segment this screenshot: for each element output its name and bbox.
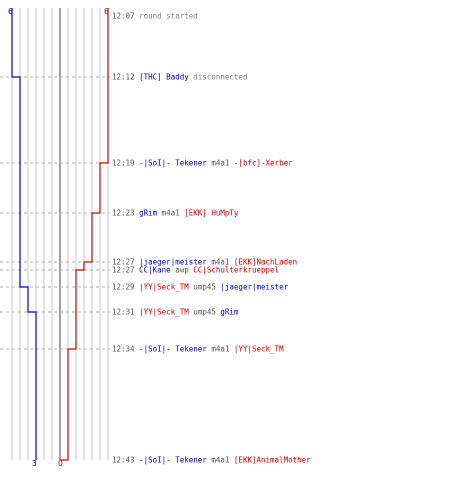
event-label: 12:29 |YY|Seck_TM ump45 |jaeger|meister (112, 283, 289, 292)
event-time: 12:19 (112, 159, 135, 168)
event-text-part: disconnected (189, 73, 248, 82)
event-text-part: [EKK] HuMpTy (184, 209, 239, 218)
red-end-count: 0 (58, 459, 63, 468)
event-time: 12:27 (112, 266, 135, 275)
event-label: 12:23 gRim m4a1 [EKK] HuMpTy (112, 209, 239, 218)
team-count-lines (11, 8, 109, 461)
event-time: 12:27 (112, 258, 135, 267)
event-text-part: CC|Kane (135, 266, 172, 275)
event-label: 12:43 -|SoI|- Tekener m4a1 [EKK]AnimalMo… (112, 456, 311, 465)
blue-end-count: 3 (32, 459, 37, 468)
event-time: 12:29 (112, 283, 135, 292)
event-text-part: |jaeger|meister (220, 283, 288, 292)
event-text-part: |YY|Seck_TM (135, 308, 190, 317)
event-text-part: m4a1 (157, 209, 184, 218)
event-label: 12:07 round started (112, 12, 198, 21)
event-text-part: [THC] Baddy (135, 73, 190, 82)
red-start-count: 6 (104, 7, 109, 16)
event-label: 12:31 |YY|Seck_TM ump45 gRim (112, 308, 239, 317)
event-labels: 12:07 round started 12:12 [THC] Baddy dis… (112, 12, 311, 465)
event-text-part: m4a1 (207, 456, 234, 465)
event-text-part: ump45 (189, 308, 221, 317)
event-text-part: |jaeger|meister (135, 258, 208, 267)
event-text-part: round started (135, 12, 198, 21)
event-text-part: -[bfc]-Xerber (234, 159, 293, 168)
event-time: 12:07 (112, 12, 135, 21)
blue-team-alive-line (11, 8, 37, 460)
event-time: 12:34 (112, 345, 135, 354)
event-text-part: m4a1 (207, 159, 234, 168)
event-text-part: -|SoI|- Tekener (135, 456, 208, 465)
red-team-alive-line (60, 8, 109, 461)
event-text-part: -|SoI|- Tekener (135, 159, 208, 168)
event-text-part: gRim (220, 308, 239, 317)
event-text-part: awp (171, 266, 194, 275)
event-time: 12:12 (112, 73, 135, 82)
event-text-part: m4a1 (207, 345, 234, 354)
event-text-part: gRim (135, 209, 158, 218)
event-time: 12:23 (112, 209, 135, 218)
blue-start-count: 6 (8, 7, 13, 16)
event-label: 12:27 CC|Kane awp CC|Schulterkrueppel (112, 266, 279, 275)
timeline-grid (11, 8, 109, 460)
event-text-part: |YY|Seck_TM (234, 345, 284, 354)
event-text-part: [EKK]NachLaden (234, 258, 297, 267)
event-time: 12:43 (112, 456, 135, 465)
event-text-part: m4a1 (207, 258, 234, 267)
event-text-part: |YY|Seck_TM (135, 283, 190, 292)
event-label: 12:27 |jaeger|meister m4a1 [EKK]NachLade… (112, 258, 297, 267)
event-label: 12:19 -|SoI|- Tekener m4a1 -[bfc]-Xerber (112, 159, 293, 168)
event-label: 12:34 -|SoI|- Tekener m4a1 |YY|Seck_TM (112, 345, 284, 354)
event-text-part: ump45 (189, 283, 221, 292)
event-text-part: [EKK]AnimalMother (234, 456, 311, 465)
event-text-part: -|SoI|- Tekener (135, 345, 208, 354)
event-label: 12:12 [THC] Baddy disconnected (112, 73, 247, 82)
event-time: 12:31 (112, 308, 135, 317)
event-text-part: CC|Schulterkrueppel (193, 266, 279, 275)
